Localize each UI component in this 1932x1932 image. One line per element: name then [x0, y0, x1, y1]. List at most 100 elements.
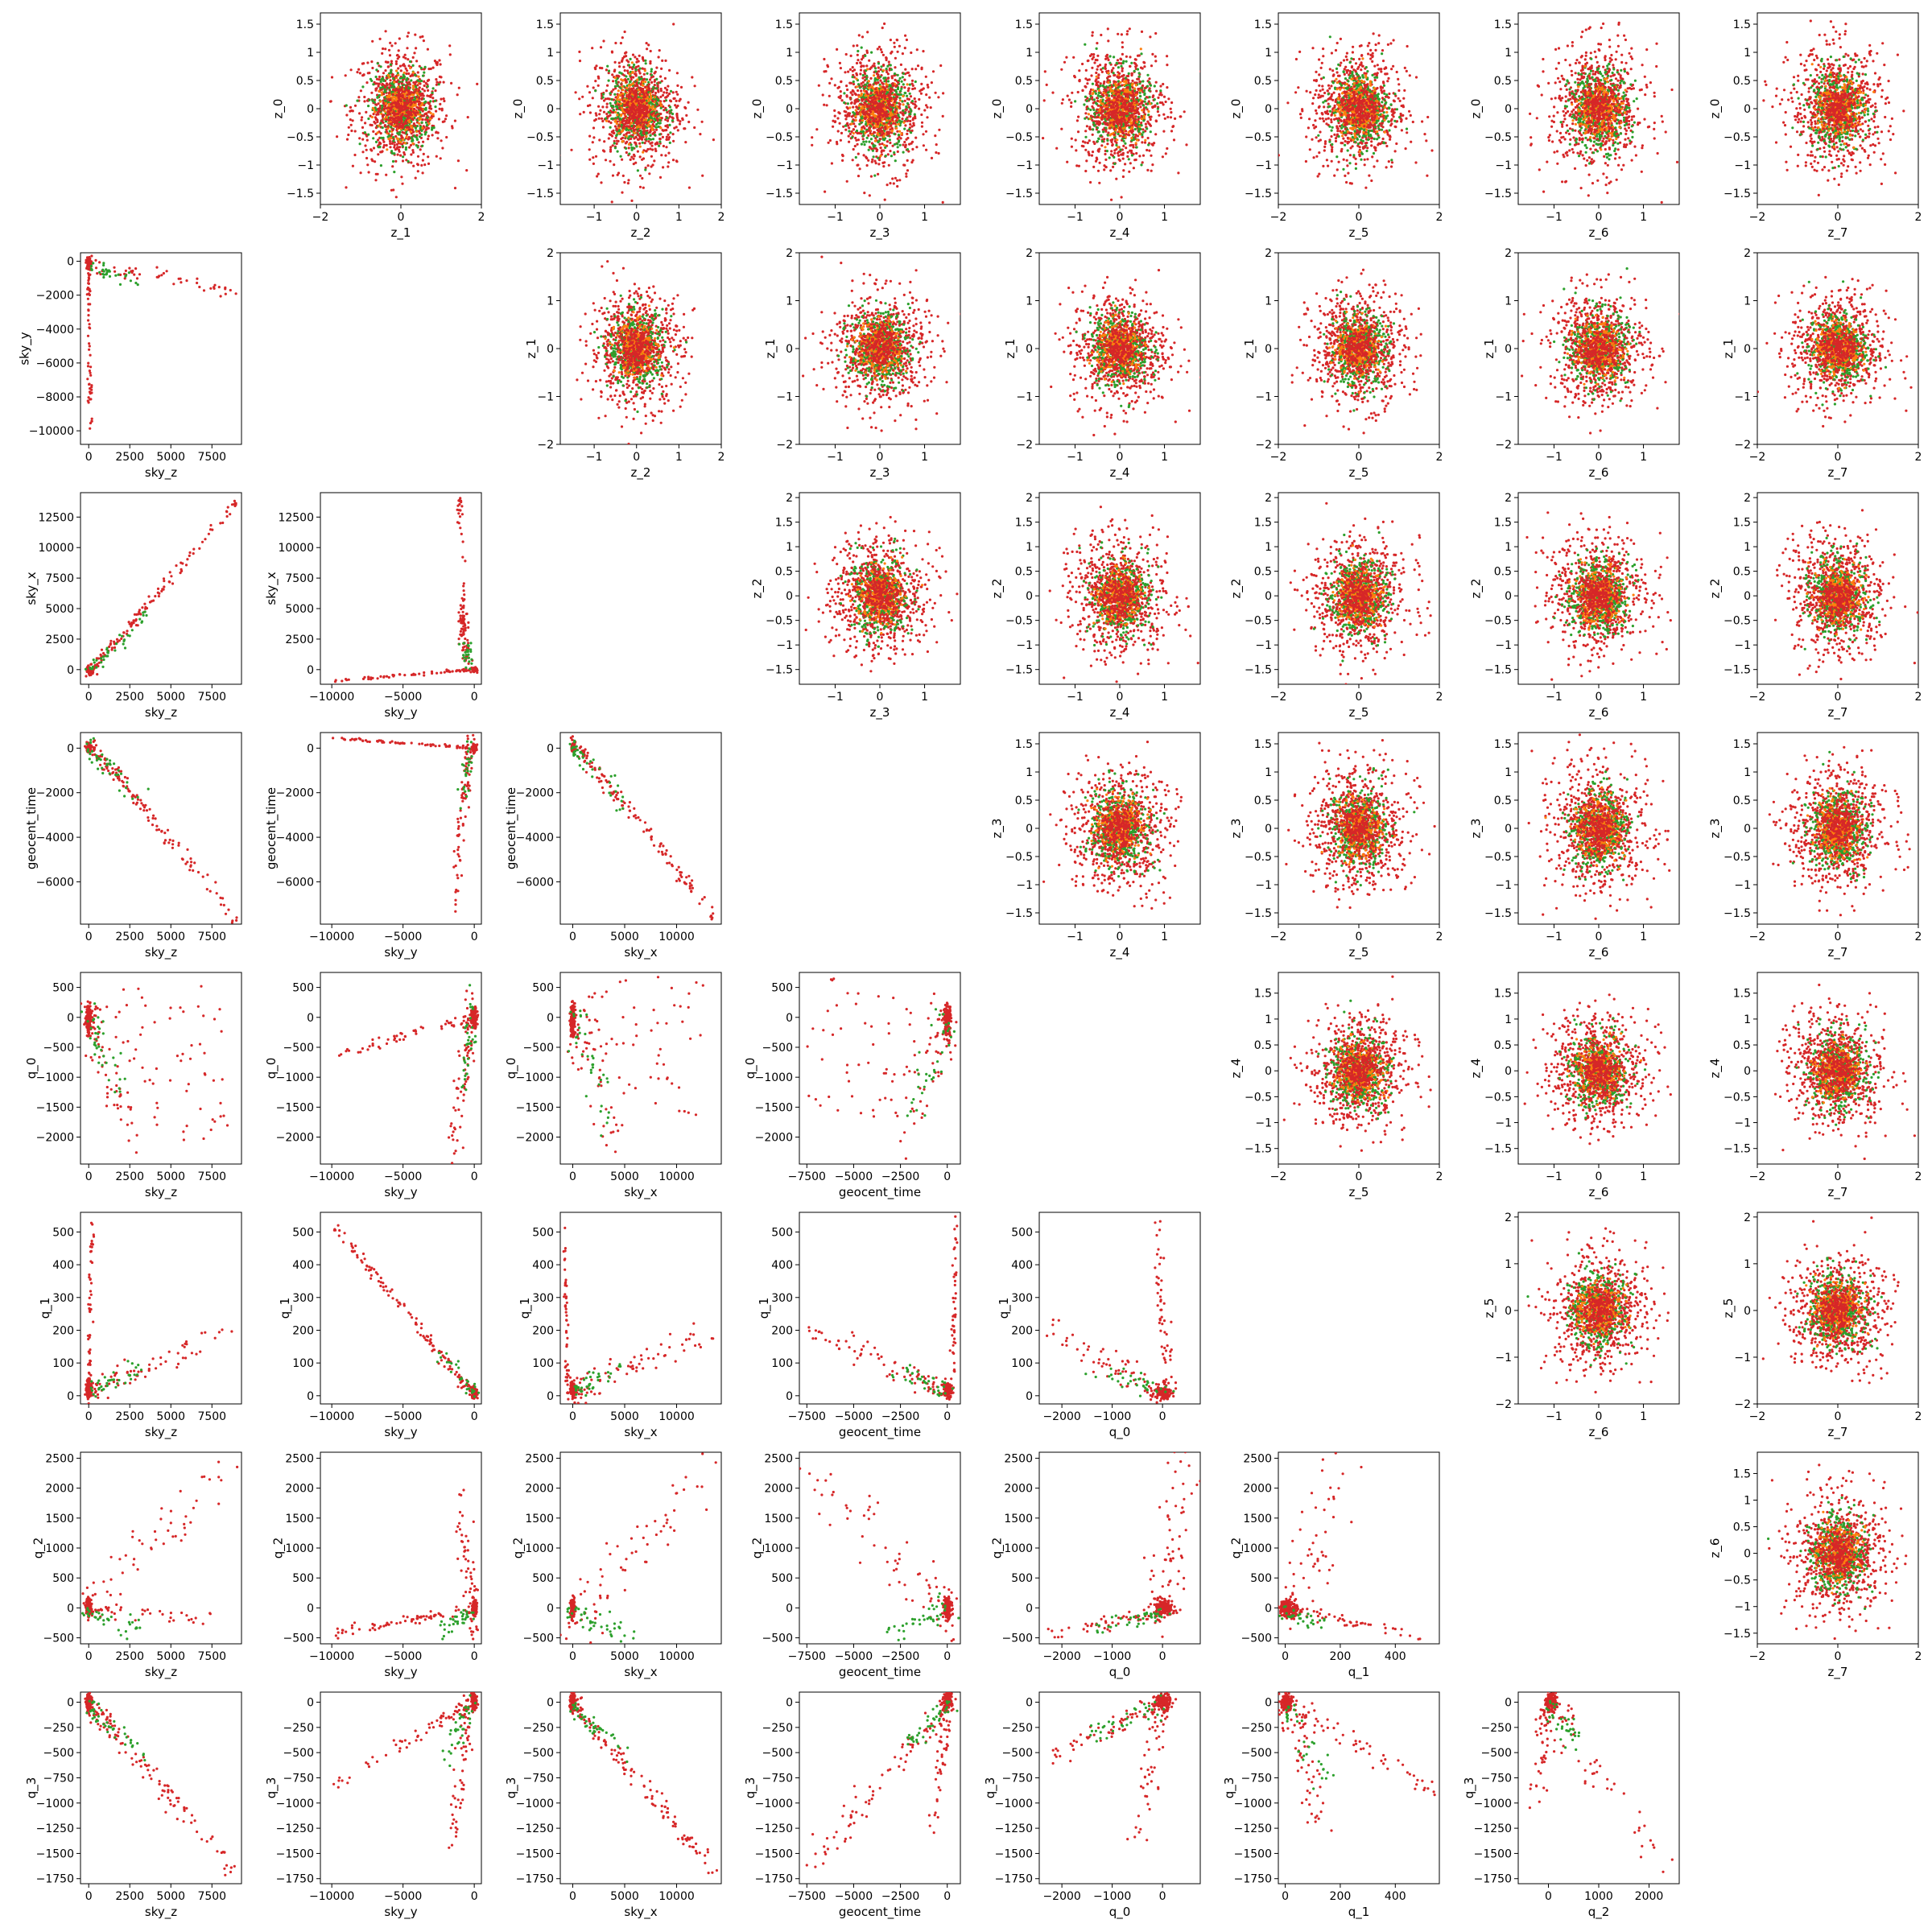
data-point — [675, 113, 679, 116]
data-point — [427, 138, 430, 141]
data-point — [859, 112, 862, 115]
data-point — [409, 103, 412, 106]
data-point — [881, 138, 885, 141]
data-point — [612, 111, 615, 114]
data-point — [887, 163, 890, 167]
data-point — [642, 157, 646, 160]
data-point — [855, 129, 859, 133]
data-point — [649, 60, 652, 63]
data-point — [420, 163, 423, 167]
data-point — [406, 101, 409, 105]
data-point — [636, 108, 639, 111]
data-point — [639, 136, 643, 139]
data-point — [394, 105, 398, 108]
data-point — [828, 81, 832, 85]
data-point — [656, 84, 659, 87]
data-point — [645, 101, 649, 105]
data-point — [370, 60, 374, 64]
data-point — [642, 57, 645, 60]
data-point — [844, 52, 848, 56]
data-point — [870, 142, 873, 145]
data-point — [869, 92, 873, 95]
data-point — [385, 102, 388, 105]
data-point — [643, 115, 646, 118]
data-point — [919, 89, 922, 93]
data-point — [400, 114, 403, 118]
data-point — [668, 123, 671, 126]
data-point — [664, 118, 667, 122]
data-point — [629, 80, 632, 84]
data-point — [361, 62, 364, 65]
data-point — [840, 99, 844, 102]
data-point — [361, 116, 364, 119]
data-point — [398, 133, 401, 136]
data-point — [448, 44, 452, 47]
data-point — [653, 159, 656, 163]
data-point — [630, 105, 634, 109]
data-point — [405, 115, 409, 118]
data-point — [381, 52, 384, 55]
data-point — [642, 93, 646, 97]
data-point — [871, 123, 874, 126]
data-point — [601, 67, 604, 70]
data-point — [660, 117, 663, 120]
data-point — [623, 97, 626, 101]
data-point — [1088, 90, 1092, 93]
y-tick-label: −1.5 — [766, 188, 793, 200]
data-point — [603, 140, 606, 143]
data-point — [687, 101, 690, 104]
data-point — [902, 103, 905, 106]
data-point — [646, 93, 650, 97]
data-point — [377, 107, 380, 110]
data-point — [353, 153, 357, 157]
data-point — [635, 145, 638, 148]
data-point — [899, 63, 902, 66]
data-point — [859, 72, 862, 76]
data-point — [638, 77, 642, 80]
data-point — [621, 36, 624, 39]
data-point — [870, 160, 873, 163]
data-point — [659, 87, 663, 91]
data-point — [907, 105, 910, 109]
data-point — [440, 97, 443, 101]
data-point — [824, 70, 828, 73]
data-point — [609, 150, 613, 153]
data-point — [634, 100, 638, 103]
data-point — [889, 128, 892, 131]
data-point — [625, 151, 628, 155]
data-point — [910, 82, 914, 85]
data-point — [621, 174, 625, 177]
data-point — [631, 71, 634, 74]
data-point — [622, 65, 625, 68]
data-point — [654, 149, 658, 153]
data-point — [879, 47, 882, 52]
data-point — [410, 124, 413, 127]
data-point — [593, 66, 597, 69]
data-point — [440, 139, 443, 142]
data-point — [647, 105, 651, 108]
data-point — [402, 97, 406, 101]
data-point — [658, 133, 662, 136]
data-point — [363, 131, 366, 134]
data-point — [649, 134, 652, 137]
data-point — [877, 105, 881, 109]
data-point — [625, 140, 629, 143]
data-point — [642, 135, 645, 138]
data-point — [387, 86, 390, 89]
data-point — [578, 60, 582, 63]
data-point — [678, 122, 682, 126]
data-point — [382, 72, 386, 75]
data-point — [639, 89, 642, 92]
data-point — [389, 41, 392, 45]
data-point — [920, 66, 923, 69]
data-point — [336, 135, 339, 138]
data-point — [649, 142, 652, 145]
data-point — [403, 107, 407, 110]
data-point — [645, 42, 648, 45]
data-point — [632, 82, 635, 85]
data-point — [356, 71, 359, 74]
data-point — [630, 127, 633, 130]
data-point — [861, 97, 864, 101]
data-point — [699, 133, 702, 136]
data-point — [839, 94, 842, 97]
